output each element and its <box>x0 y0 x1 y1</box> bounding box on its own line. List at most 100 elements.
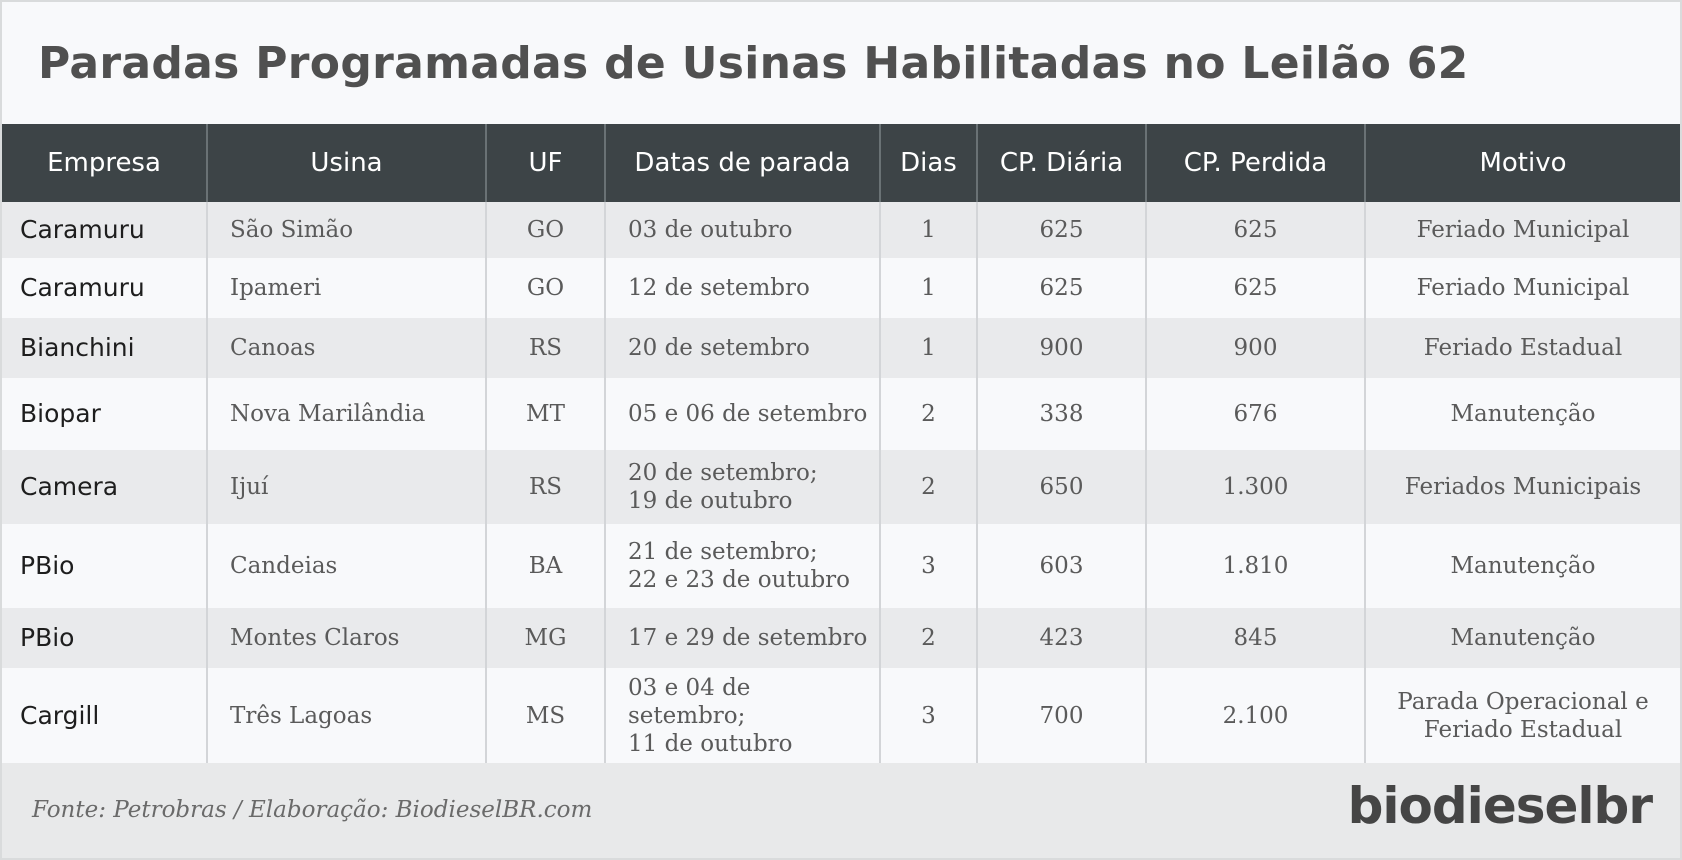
datas-line-1: 21 de setembro; <box>628 538 818 565</box>
table-row: Bianchini Canoas RS 20 de setembro 1 900… <box>2 318 1680 378</box>
cell-datas: 17 e 29 de setembro <box>605 608 881 668</box>
header-usina: Usina <box>207 124 487 202</box>
cell-usina: Montes Claros <box>207 608 487 668</box>
header-datas: Datas de parada <box>605 124 881 202</box>
datas-line-1: 03 de outubro <box>628 216 793 243</box>
cell-usina: Candeias <box>207 524 487 608</box>
cell-datas: 20 de setembro; 19 de outubro <box>605 450 881 524</box>
cell-uf: MG <box>486 608 606 668</box>
cell-dias: 1 <box>880 202 978 258</box>
cell-usina: Nova Marilândia <box>207 378 487 450</box>
cell-datas: 05 e 06 de setembro <box>605 378 881 450</box>
cell-usina: São Simão <box>207 202 487 258</box>
cell-dias: 2 <box>880 378 978 450</box>
motivo-line-1: Feriado Municipal <box>1416 274 1630 301</box>
cell-uf: GO <box>486 202 606 258</box>
cell-motivo: Feriado Municipal <box>1365 258 1680 318</box>
table-row: PBio Montes Claros MG 17 e 29 de setembr… <box>2 608 1680 668</box>
motivo-line-1: Feriado Estadual <box>1423 334 1623 361</box>
datas-line-2: 22 e 23 de outubro <box>628 567 851 593</box>
datas-line-1: 20 de setembro <box>628 334 810 361</box>
cell-cp-perdida: 625 <box>1146 258 1366 318</box>
cell-cp-diaria: 625 <box>977 258 1147 318</box>
header-dias: Dias <box>880 124 978 202</box>
cell-dias: 3 <box>880 668 978 764</box>
cell-empresa: Bianchini <box>2 318 208 378</box>
motivo-line-1: Manutenção <box>1450 400 1596 427</box>
cell-cp-perdida: 900 <box>1146 318 1366 378</box>
datas-line-1: 05 e 06 de setembro <box>628 400 868 427</box>
source-note: Fonte: Petrobras / Elaboração: Biodiesel… <box>32 797 593 823</box>
cell-cp-diaria: 700 <box>977 668 1147 764</box>
datas-line-1: 17 e 29 de setembro <box>628 624 868 651</box>
header-uf: UF <box>486 124 606 202</box>
cell-datas: 03 e 04 de setembro; 11 de outubro <box>605 668 881 764</box>
title-bar: Paradas Programadas de Usinas Habilitada… <box>2 2 1680 124</box>
header-empresa: Empresa <box>2 124 208 202</box>
cell-empresa: Caramuru <box>2 202 208 258</box>
header-motivo: Motivo <box>1365 124 1680 202</box>
cell-motivo: Manutenção <box>1365 608 1680 668</box>
cell-uf: RS <box>486 318 606 378</box>
cell-empresa: PBio <box>2 608 208 668</box>
page-title: Paradas Programadas de Usinas Habilitada… <box>38 37 1469 89</box>
header-row: Empresa Usina UF Datas de parada Dias CP… <box>2 124 1680 202</box>
datas-line-1: 03 e 04 de setembro; <box>628 674 751 729</box>
cell-uf: MT <box>486 378 606 450</box>
cell-dias: 1 <box>880 318 978 378</box>
datas-line-1: 12 de setembro <box>628 274 810 301</box>
table-row: PBio Candeias BA 21 de setembro; 22 e 23… <box>2 524 1680 608</box>
cell-cp-perdida: 625 <box>1146 202 1366 258</box>
cell-empresa: Biopar <box>2 378 208 450</box>
cell-uf: BA <box>486 524 606 608</box>
cell-uf: GO <box>486 258 606 318</box>
datas-line-2: 11 de outubro <box>628 731 793 758</box>
cell-empresa: Camera <box>2 450 208 524</box>
cell-cp-diaria: 603 <box>977 524 1147 608</box>
table-row: Cargill Três Lagoas MS 03 e 04 de setemb… <box>2 668 1680 764</box>
cell-datas: 21 de setembro; 22 e 23 de outubro <box>605 524 881 608</box>
cell-empresa: Cargill <box>2 668 208 764</box>
cell-motivo: Feriado Municipal <box>1365 202 1680 258</box>
motivo-line-1: Feriado Municipal <box>1416 216 1630 243</box>
cell-cp-perdida: 845 <box>1146 608 1366 668</box>
cell-motivo: Manutenção <box>1365 378 1680 450</box>
cell-datas: 03 de outubro <box>605 202 881 258</box>
cell-cp-diaria: 423 <box>977 608 1147 668</box>
cell-datas: 20 de setembro <box>605 318 881 378</box>
motivo-line-1: Parada Operacional e <box>1397 688 1649 715</box>
datas-line-1: 20 de setembro; <box>628 459 818 486</box>
cell-dias: 2 <box>880 450 978 524</box>
table-row: Caramuru Ipameri GO 12 de setembro 1 625… <box>2 258 1680 318</box>
cell-usina: Três Lagoas <box>207 668 487 764</box>
header-cp-diaria: CP. Diária <box>977 124 1147 202</box>
cell-cp-perdida: 676 <box>1146 378 1366 450</box>
cell-cp-perdida: 2.100 <box>1146 668 1366 764</box>
cell-motivo: Manutenção <box>1365 524 1680 608</box>
cell-usina: Ijuí <box>207 450 487 524</box>
cell-datas: 12 de setembro <box>605 258 881 318</box>
table-row: Camera Ijuí RS 20 de setembro; 19 de out… <box>2 450 1680 524</box>
cell-empresa: Caramuru <box>2 258 208 318</box>
biodieselbr-logo: biodieselbr <box>1347 777 1653 835</box>
cell-dias: 2 <box>880 608 978 668</box>
shutdowns-table: Empresa Usina UF Datas de parada Dias CP… <box>2 124 1680 764</box>
cell-cp-perdida: 1.810 <box>1146 524 1366 608</box>
motivo-line-2: Feriado Estadual <box>1423 717 1623 743</box>
cell-cp-diaria: 900 <box>977 318 1147 378</box>
cell-cp-perdida: 1.300 <box>1146 450 1366 524</box>
cell-motivo: Parada Operacional e Feriado Estadual <box>1365 668 1680 764</box>
cell-empresa: PBio <box>2 524 208 608</box>
header-cp-perdida: CP. Perdida <box>1146 124 1366 202</box>
footer: Fonte: Petrobras / Elaboração: Biodiesel… <box>2 763 1680 858</box>
table-row: Biopar Nova Marilândia MT 05 e 06 de set… <box>2 378 1680 450</box>
cell-motivo: Feriado Estadual <box>1365 318 1680 378</box>
motivo-line-1: Manutenção <box>1450 552 1596 579</box>
cell-dias: 3 <box>880 524 978 608</box>
cell-uf: MS <box>486 668 606 764</box>
table-row: Caramuru São Simão GO 03 de outubro 1 62… <box>2 202 1680 258</box>
cell-usina: Ipameri <box>207 258 487 318</box>
cell-cp-diaria: 625 <box>977 202 1147 258</box>
cell-uf: RS <box>486 450 606 524</box>
